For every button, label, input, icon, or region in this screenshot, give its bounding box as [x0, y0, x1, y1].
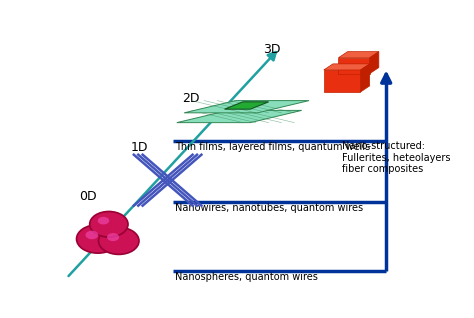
Polygon shape — [324, 64, 370, 70]
Text: Thin films, layered films, quantum wells: Thin films, layered films, quantum wells — [175, 142, 370, 152]
Text: Nano-structured:
Fullerites, heteolayers
fiber composites: Nano-structured: Fullerites, heteolayers… — [342, 141, 451, 174]
Polygon shape — [177, 110, 301, 123]
Circle shape — [98, 217, 109, 225]
Polygon shape — [370, 52, 379, 74]
Circle shape — [76, 225, 119, 253]
Text: 3D: 3D — [263, 43, 281, 56]
Polygon shape — [360, 64, 370, 92]
Circle shape — [99, 227, 139, 254]
Polygon shape — [225, 102, 269, 109]
Text: Nanowires, nanotubes, quantom wires: Nanowires, nanotubes, quantom wires — [175, 203, 363, 213]
Polygon shape — [338, 58, 370, 74]
Polygon shape — [324, 70, 360, 92]
Text: Nanospheres, quantom wires: Nanospheres, quantom wires — [175, 272, 318, 282]
Text: 1D: 1D — [131, 141, 148, 154]
Polygon shape — [338, 52, 379, 58]
Text: 0D: 0D — [80, 190, 97, 203]
Text: 2D: 2D — [182, 92, 200, 105]
Circle shape — [85, 231, 98, 239]
Circle shape — [107, 233, 119, 241]
Circle shape — [90, 211, 128, 237]
Polygon shape — [184, 100, 309, 113]
